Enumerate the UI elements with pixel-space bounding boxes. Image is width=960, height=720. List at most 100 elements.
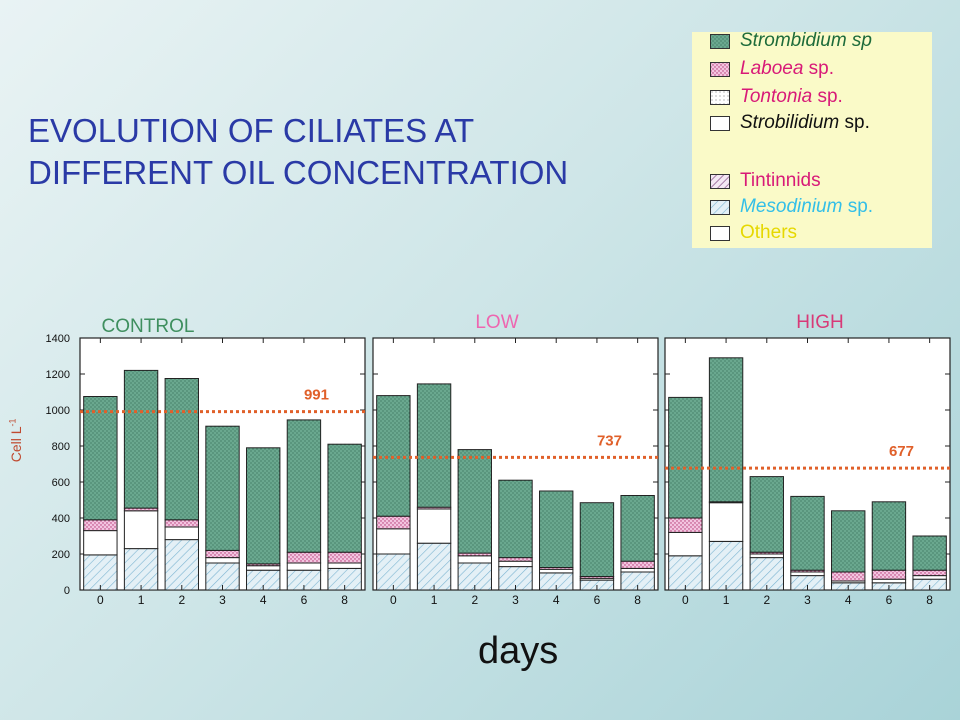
- bar-low-0-mesodinium: [376, 553, 411, 591]
- bar-high-0-laboea: [668, 517, 703, 533]
- legend-label-strobilidium: Strobilidium sp.: [740, 112, 870, 133]
- bar-low-3-strombidium: [498, 479, 533, 559]
- panel-title-high: HIGH: [796, 312, 844, 333]
- legend: Strombidium sp Laboea sp. Tontonia sp. Stro…: [692, 30, 932, 248]
- bar-control-3-strobilidium: [205, 557, 240, 564]
- mean-label-high: 677: [889, 443, 914, 460]
- bar-control-6-strombidium: [286, 419, 322, 553]
- bar-high-3-strobilidium: [790, 571, 825, 577]
- bar-control-8-strobilidium: [327, 562, 362, 569]
- y-tick-label: 0: [64, 585, 70, 597]
- panel-low: LOW 0 1 2 3 4 6 8 737: [372, 312, 659, 607]
- bar-high-4-laboea: [831, 571, 866, 582]
- bar-high-8-strobilidium: [912, 575, 947, 580]
- bar-high-1-strobilidium: [708, 502, 744, 542]
- legend-label-tontonia: Tontonia sp.: [740, 86, 843, 107]
- x-tick-label: 8: [926, 593, 933, 607]
- x-tick-label: 3: [804, 593, 811, 607]
- y-tick-label: 600: [52, 477, 70, 489]
- bar-control-2-laboea: [164, 519, 199, 528]
- x-axis-label: days: [478, 630, 559, 672]
- bar-control-0-strombidium: [83, 396, 118, 521]
- bar-control-4-strombidium: [246, 447, 281, 565]
- title-line-1: EVOLUTION OF CILIATES AT: [28, 112, 475, 149]
- mean-label-control: 991: [304, 387, 329, 404]
- legend-swatch-tontonia: [710, 90, 730, 105]
- bar-high-2-strobilidium: [749, 553, 784, 559]
- x-tick-label: 0: [97, 593, 104, 607]
- y-tick-label: 1400: [46, 333, 70, 345]
- bar-low-1-mesodinium: [416, 542, 452, 591]
- bar-low-8-strobilidium: [620, 567, 655, 573]
- bar-low-1-strombidium: [416, 383, 452, 508]
- x-tick-label: 6: [594, 593, 601, 607]
- bar-high-2-mesodinium: [749, 557, 784, 591]
- y-axis-label: Cell L-1: [7, 418, 25, 463]
- bar-control-6-laboea: [286, 551, 322, 564]
- y-tick-label: 800: [52, 441, 70, 453]
- x-tick-label: 6: [301, 593, 308, 607]
- legend-label-laboea: Laboea sp.: [740, 58, 835, 79]
- x-tick-label: 3: [219, 593, 226, 607]
- bar-control-2-mesodinium: [164, 539, 199, 591]
- bar-high-0-mesodinium: [668, 555, 703, 591]
- panel-high: HIGH 0 1 2 3 4 6 8 677: [664, 312, 951, 607]
- chart-title: EVOLUTION OF CILIATES AT DIFFERENT OIL C…: [28, 110, 668, 194]
- bar-high-2-strombidium: [749, 476, 784, 553]
- legend-swatch-tintinnids: [710, 174, 730, 189]
- x-tick-label: 3: [512, 593, 519, 607]
- bar-low-3-strobilidium: [498, 560, 533, 568]
- bar-high-3-strombidium: [790, 495, 825, 571]
- bar-high-6-strombidium: [871, 501, 907, 571]
- legend-label-others: Others: [740, 222, 798, 243]
- y-tick-label: 200: [52, 549, 70, 561]
- x-tick-label: 0: [390, 593, 397, 607]
- x-tick-label: 4: [845, 593, 852, 607]
- bar-high-6-strobilidium: [871, 578, 907, 584]
- bar-low-8-laboea: [620, 560, 655, 569]
- bar-control-2-strombidium: [164, 378, 199, 521]
- bar-low-2-strobilidium: [457, 555, 492, 564]
- bar-control-8-laboea: [327, 551, 362, 564]
- bar-control-1-strobilidium: [123, 510, 159, 550]
- legend-swatch-laboea: [710, 62, 730, 77]
- bar-high-1-mesodinium: [708, 540, 744, 591]
- y-tick-label: 1200: [46, 369, 70, 381]
- bar-control-4-strobilidium: [246, 565, 281, 571]
- bar-control-0-strobilidium: [83, 530, 118, 556]
- bar-control-0-laboea: [83, 519, 118, 532]
- bar-control-2-strobilidium: [164, 526, 199, 541]
- bar-low-4-strombidium: [539, 490, 574, 568]
- bar-low-3-laboea: [498, 557, 533, 562]
- bar-low-0-laboea: [376, 515, 411, 530]
- bar-high-1-strombidium: [708, 357, 744, 503]
- bar-high-6-laboea: [871, 569, 907, 580]
- x-tick-label: 2: [763, 593, 770, 607]
- x-tick-label: 1: [723, 593, 730, 607]
- x-tick-label: 6: [886, 593, 893, 607]
- bar-low-8-strombidium: [620, 495, 655, 562]
- bar-control-6-strobilidium: [286, 562, 322, 571]
- legend-swatch-strobilidium: [710, 116, 730, 131]
- bar-control-0-mesodinium: [83, 554, 118, 591]
- legend-swatch-mesodinium: [710, 200, 730, 215]
- bar-high-8-strombidium: [912, 535, 947, 571]
- bar-low-4-strobilidium: [539, 568, 574, 574]
- legend-label-strombidium: Strombidium sp: [740, 30, 872, 51]
- x-tick-label: 1: [431, 593, 438, 607]
- title-line-2: DIFFERENT OIL CONCENTRATION: [28, 154, 569, 191]
- x-tick-label: 4: [553, 593, 560, 607]
- x-tick-label: 2: [178, 593, 185, 607]
- bar-high-4-strombidium: [831, 510, 866, 573]
- bar-low-0-strobilidium: [376, 528, 411, 555]
- panel-control: CONTROL 0 200 400 600 800 1000 1200 1400 0 1 2 3 4 6 8 9…: [46, 316, 366, 607]
- legend-swatch-others: [710, 226, 730, 241]
- panel-title-control: CONTROL: [102, 316, 195, 337]
- x-tick-label: 0: [682, 593, 689, 607]
- bar-control-3-laboea: [205, 549, 240, 559]
- bar-high-8-laboea: [912, 569, 947, 577]
- x-tick-label: 1: [138, 593, 145, 607]
- legend-label-mesodinium: Mesodinium sp.: [740, 196, 874, 217]
- legend-label-tintinnids: Tintinnids: [740, 170, 821, 191]
